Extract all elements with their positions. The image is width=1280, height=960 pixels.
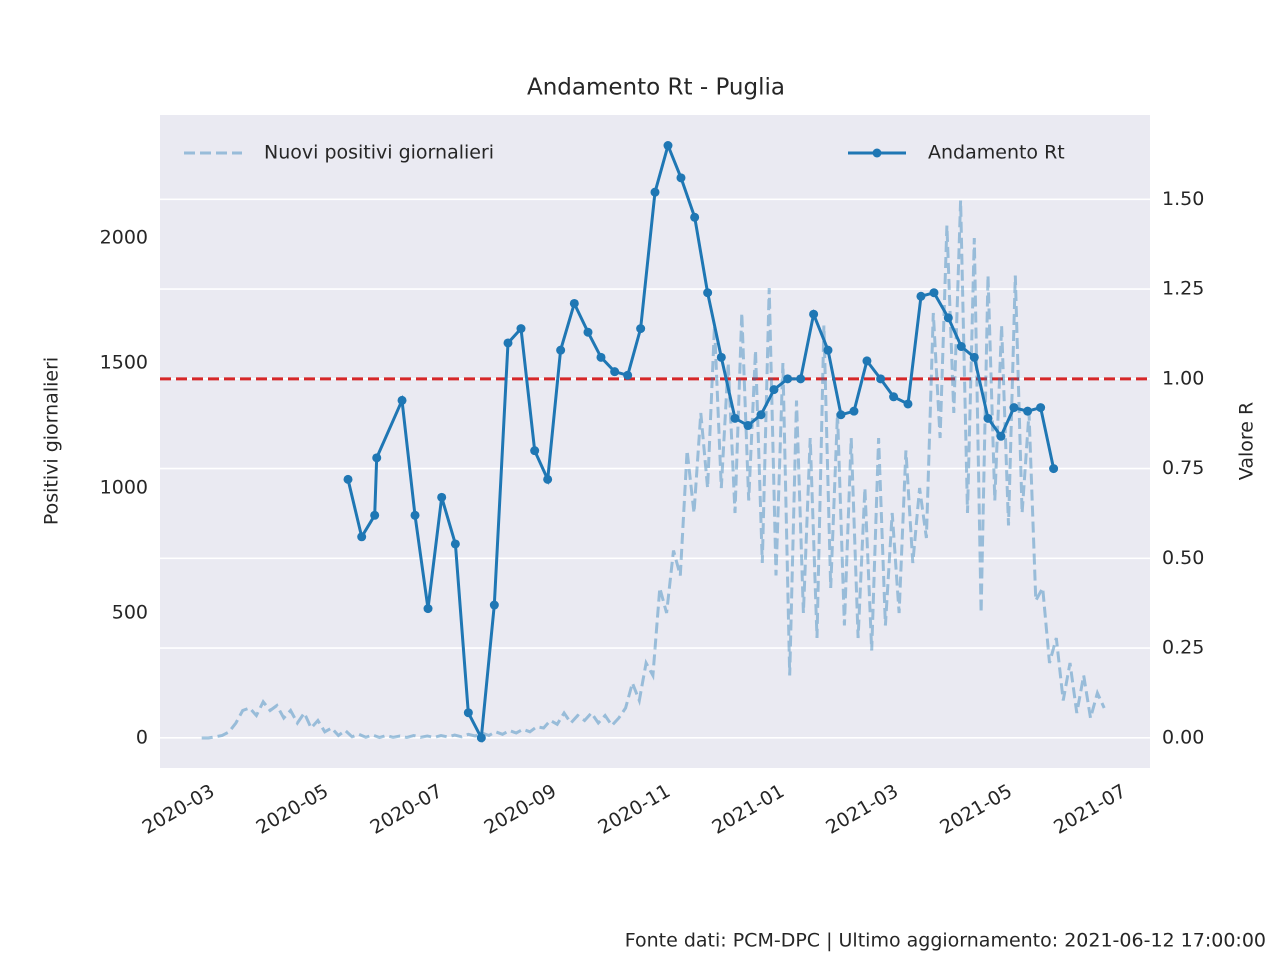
rt-point bbox=[463, 708, 473, 718]
rt-point bbox=[716, 352, 726, 362]
rt-point bbox=[503, 338, 513, 348]
rt-point bbox=[943, 313, 953, 323]
rt-point bbox=[889, 392, 899, 402]
rt-point bbox=[530, 446, 540, 456]
rt-point bbox=[916, 291, 926, 301]
rt-point bbox=[1023, 406, 1033, 416]
y-tick-label: 1500 bbox=[100, 352, 148, 374]
rt-point bbox=[1009, 403, 1019, 413]
rt-point bbox=[956, 342, 966, 352]
rt-point bbox=[516, 324, 526, 334]
x-tick-label: 2021-07 bbox=[1050, 780, 1130, 839]
x-tick-label: 2020-09 bbox=[480, 780, 560, 839]
rt-point bbox=[489, 600, 499, 610]
rt-point bbox=[450, 539, 460, 549]
y2-tick-label: 1.25 bbox=[1162, 278, 1204, 300]
rt-point bbox=[796, 374, 806, 384]
y-tick-label: 2000 bbox=[100, 227, 148, 249]
x-tick-label: 2021-01 bbox=[708, 780, 788, 839]
y-axis-label: Positivi giornalieri bbox=[41, 357, 63, 525]
x-tick-label: 2021-05 bbox=[936, 780, 1016, 839]
rt-point bbox=[743, 421, 753, 431]
rt-point bbox=[769, 385, 779, 395]
legend-label: Andamento Rt bbox=[928, 142, 1065, 164]
y2-tick-label: 1.00 bbox=[1162, 367, 1204, 389]
rt-point bbox=[1049, 464, 1059, 474]
rt-point bbox=[809, 309, 819, 319]
rt-point bbox=[849, 406, 859, 416]
rt-point bbox=[730, 413, 740, 423]
plot-area bbox=[160, 115, 1150, 768]
rt-point bbox=[437, 492, 447, 502]
y2-tick-label: 0.00 bbox=[1162, 726, 1204, 748]
rt-point bbox=[929, 288, 939, 298]
y2-axis-label: Valore R bbox=[1236, 402, 1258, 480]
legend-marker bbox=[872, 148, 882, 158]
rt-point bbox=[636, 324, 646, 334]
rt-point bbox=[476, 733, 486, 743]
rt-point bbox=[969, 352, 979, 362]
rt-point bbox=[596, 352, 606, 362]
rt-point bbox=[370, 510, 380, 520]
y2-tick-label: 0.50 bbox=[1162, 547, 1204, 569]
rt-point bbox=[823, 345, 833, 355]
x-tick-label: 2020-11 bbox=[594, 780, 674, 839]
rt-point bbox=[983, 413, 993, 423]
rt-point bbox=[862, 356, 872, 366]
rt-point bbox=[372, 453, 382, 463]
x-tick-label: 2020-03 bbox=[139, 780, 219, 839]
y-tick-label: 500 bbox=[112, 602, 148, 624]
rt-point bbox=[357, 532, 367, 542]
series-line bbox=[201, 200, 1106, 740]
rt-point bbox=[1036, 403, 1046, 413]
rt-point bbox=[676, 173, 686, 183]
series-line bbox=[346, 140, 1056, 743]
rt-point bbox=[410, 510, 420, 520]
x-tick-label: 2021-03 bbox=[822, 780, 902, 839]
rt-point bbox=[996, 431, 1006, 441]
x-tick-label: 2020-05 bbox=[253, 780, 333, 839]
y-tick-label: 0 bbox=[136, 727, 148, 749]
y2-tick-label: 1.50 bbox=[1162, 188, 1204, 210]
rt-point bbox=[650, 187, 660, 197]
rt-point bbox=[423, 604, 433, 614]
rt-point bbox=[543, 474, 553, 484]
rt-point bbox=[876, 374, 886, 384]
rt-point bbox=[690, 212, 700, 222]
legend-label: Nuovi positivi giornalieri bbox=[264, 142, 494, 164]
rt-point bbox=[583, 327, 593, 337]
y2-tick-label: 0.75 bbox=[1162, 457, 1204, 479]
rt-point bbox=[623, 370, 633, 380]
rt-point bbox=[397, 395, 407, 405]
rt-point bbox=[556, 345, 566, 355]
rt-point bbox=[569, 298, 579, 308]
rt-point bbox=[836, 410, 846, 420]
rt-point bbox=[343, 474, 353, 484]
rt-point bbox=[610, 367, 620, 377]
rt-point bbox=[703, 288, 713, 298]
x-tick-label: 2020-07 bbox=[366, 780, 446, 839]
rt-point bbox=[903, 399, 913, 409]
chart-title: Andamento Rt - Puglia bbox=[527, 75, 785, 101]
footer: Fonte dati: PCM-DPC | Ultimo aggiornamen… bbox=[625, 930, 1266, 952]
rt-point bbox=[663, 141, 673, 151]
y2-tick-label: 0.25 bbox=[1162, 637, 1204, 659]
rt-point bbox=[783, 374, 793, 384]
rt-point bbox=[756, 410, 766, 420]
y-tick-label: 1000 bbox=[100, 477, 148, 499]
